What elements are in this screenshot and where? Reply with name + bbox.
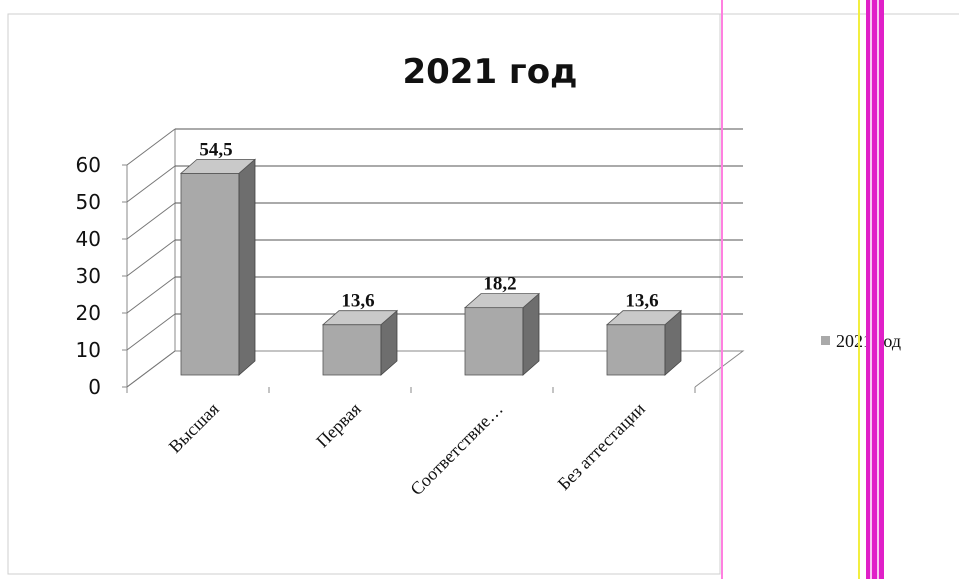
data-label: 54,5 xyxy=(199,139,232,160)
bar-side xyxy=(238,158,256,376)
category-label: Соответствие… xyxy=(406,399,506,499)
gridline-side xyxy=(126,313,176,351)
chart-frame xyxy=(7,13,721,575)
gridline-side xyxy=(126,165,176,203)
bar xyxy=(605,309,683,376)
bar-front xyxy=(464,307,524,376)
gridline-side xyxy=(126,276,176,314)
data-label: 13,6 xyxy=(625,291,658,312)
y-tick-label: 20 xyxy=(76,301,101,325)
y-tick-label: 0 xyxy=(88,375,101,399)
gridline-side xyxy=(126,239,176,277)
category-label: Первая xyxy=(312,399,365,452)
bar xyxy=(179,158,257,376)
gridline-side xyxy=(126,350,176,388)
data-labels: 54,5 13,6 18,2 13,6 xyxy=(199,139,658,311)
bar-front xyxy=(180,172,240,376)
bar xyxy=(321,309,399,376)
bar-front xyxy=(322,324,382,376)
grid xyxy=(126,128,745,388)
y-tick-label: 60 xyxy=(76,153,101,177)
data-label: 18,2 xyxy=(483,274,516,295)
bar-front xyxy=(606,324,666,376)
category-label: Без аттестации xyxy=(554,398,650,494)
chart-title: 2021 год xyxy=(402,52,577,92)
y-tick-label: 40 xyxy=(76,227,101,251)
bar xyxy=(463,292,541,376)
bar-top xyxy=(605,310,683,326)
bar-top xyxy=(463,293,541,309)
y-tick-label: 30 xyxy=(76,264,101,288)
data-label: 13,6 xyxy=(341,291,374,312)
bars xyxy=(179,158,683,376)
gridline-side xyxy=(126,128,176,166)
x-axis: Высшая Первая Соответствие… Без аттестации xyxy=(126,387,696,499)
category-label: Высшая xyxy=(165,399,223,457)
legend: 2021 год xyxy=(821,331,901,351)
bar-top xyxy=(179,158,257,174)
bar-top xyxy=(321,310,399,326)
y-axis: 0 10 20 30 40 50 60 xyxy=(76,153,127,399)
gridline-side xyxy=(126,202,176,240)
magenta-vertical-band xyxy=(866,0,884,579)
y-tick-label: 10 xyxy=(76,338,101,362)
legend-swatch xyxy=(821,336,830,345)
y-tick-label: 50 xyxy=(76,190,101,214)
